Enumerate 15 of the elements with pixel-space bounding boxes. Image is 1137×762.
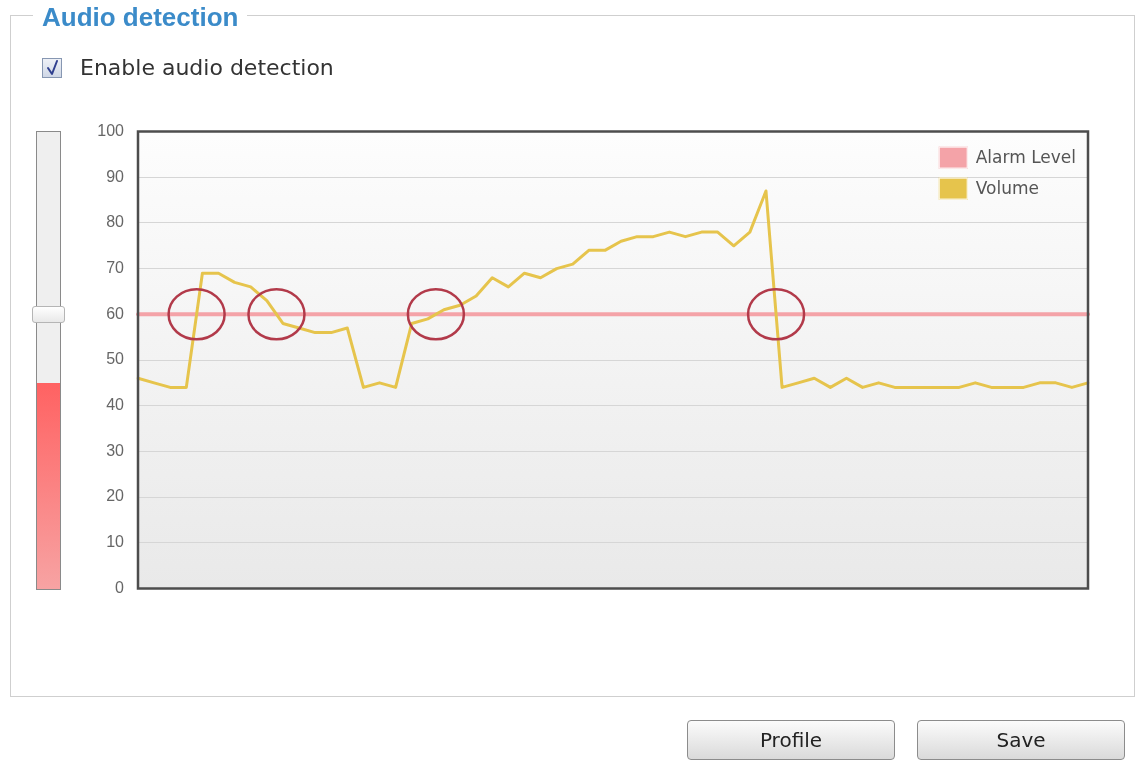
y-tick-label: 40 [106, 396, 125, 414]
y-tick-label: 20 [106, 487, 125, 505]
legend-label: Alarm Level [975, 147, 1077, 168]
text: Enable audio detection [80, 54, 334, 82]
y-tick-label: 80 [106, 213, 125, 231]
chart-title: Audio detection [33, 1, 248, 33]
legend-label: Volume [975, 178, 1039, 199]
y-tick-label: 10 [106, 533, 125, 551]
y-tick-label: 70 [106, 259, 125, 277]
y-tick-label: 60 [106, 304, 125, 322]
y-tick-label: 100 [97, 122, 125, 140]
y-tick-label: 0 [115, 578, 125, 596]
y-tick-label: 50 [106, 350, 125, 368]
y-tick-label: 90 [106, 167, 125, 185]
y-tick-label: 30 [106, 441, 125, 459]
